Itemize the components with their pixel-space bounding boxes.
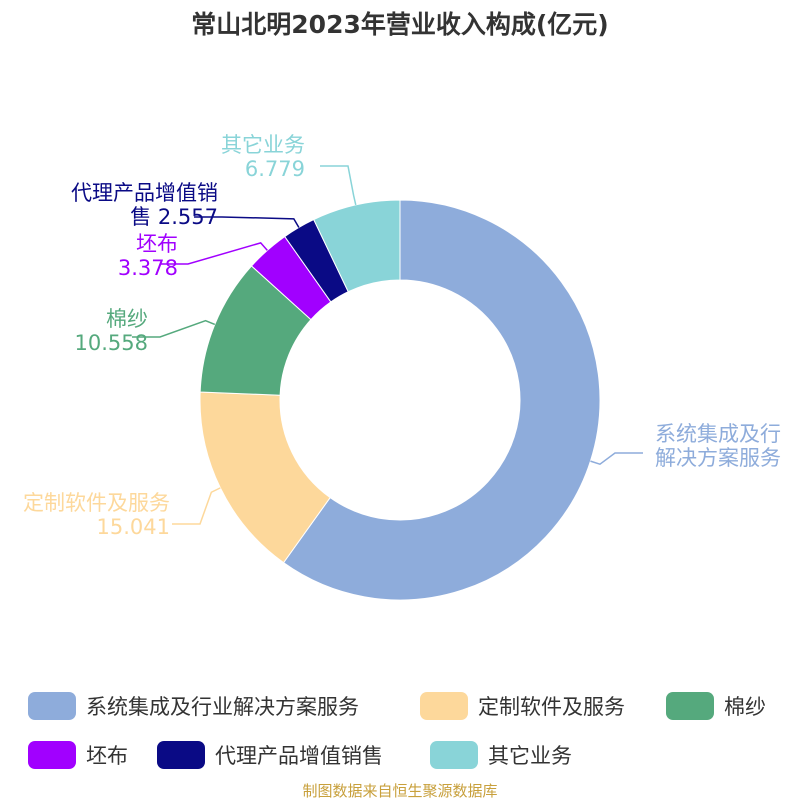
legend-swatch-3: [28, 741, 76, 769]
legend-swatch-5: [430, 741, 478, 769]
legend-label-4: 代理产品增值销售: [215, 744, 383, 768]
slice-label-4-0: 代理产品增值销: [71, 181, 218, 205]
legend-item-1[interactable]: 定制软件及服务: [420, 692, 625, 720]
legend-swatch-0: [28, 692, 76, 720]
legend-label-2: 棉纱: [724, 695, 766, 719]
slice-label-0-0: 系统集成及行: [655, 422, 781, 446]
slice-label-3-1: 3.378: [118, 256, 178, 280]
legend-item-0[interactable]: 系统集成及行业解决方案服务: [28, 692, 359, 720]
legend-swatch-4: [157, 741, 205, 769]
legend-label-5: 其它业务: [488, 744, 572, 768]
slice-label-2-1: 10.558: [75, 331, 148, 355]
leader-line-5: [320, 165, 357, 206]
legend-item-3[interactable]: 坯布: [28, 741, 128, 769]
legend-swatch-1: [420, 692, 468, 720]
leader-line-4: [194, 216, 300, 228]
legend-item-5[interactable]: 其它业务: [430, 741, 572, 769]
slice-label-0-1: 解决方案服务: [655, 446, 781, 470]
legend-label-1: 定制软件及服务: [478, 695, 625, 719]
leader-line-0: [590, 452, 643, 466]
slice-label-5-0: 其它业务: [221, 133, 305, 157]
legend-swatch-2: [666, 692, 714, 720]
slice-5: [313, 199, 401, 293]
slice-label-2-0: 棉纱: [106, 307, 148, 331]
slices-group: [199, 199, 601, 601]
legend-label-0: 系统集成及行业解决方案服务: [86, 695, 359, 719]
slice-label-1-1: 15.041: [97, 515, 170, 539]
source-note: 制图数据来自恒生聚源数据库: [302, 782, 497, 800]
slice-label-3-0: 坯布: [136, 232, 178, 256]
legend-label-3: 坯布: [86, 744, 128, 768]
slice-label-1-0: 定制软件及服务: [23, 491, 170, 515]
leader-line-1: [172, 487, 221, 525]
leader-line-3: [160, 241, 268, 265]
slice-label-5-1: 6.779: [245, 157, 305, 181]
leader-line-2: [132, 319, 216, 338]
slice-0: [282, 199, 601, 601]
legend-item-4[interactable]: 代理产品增值销售: [157, 741, 383, 769]
chart-title: 常山北明2023年营业收入构成(亿元): [191, 10, 608, 39]
legend-item-2[interactable]: 棉纱: [666, 692, 766, 720]
slice-label-4-1: 售 2.557: [130, 205, 218, 229]
